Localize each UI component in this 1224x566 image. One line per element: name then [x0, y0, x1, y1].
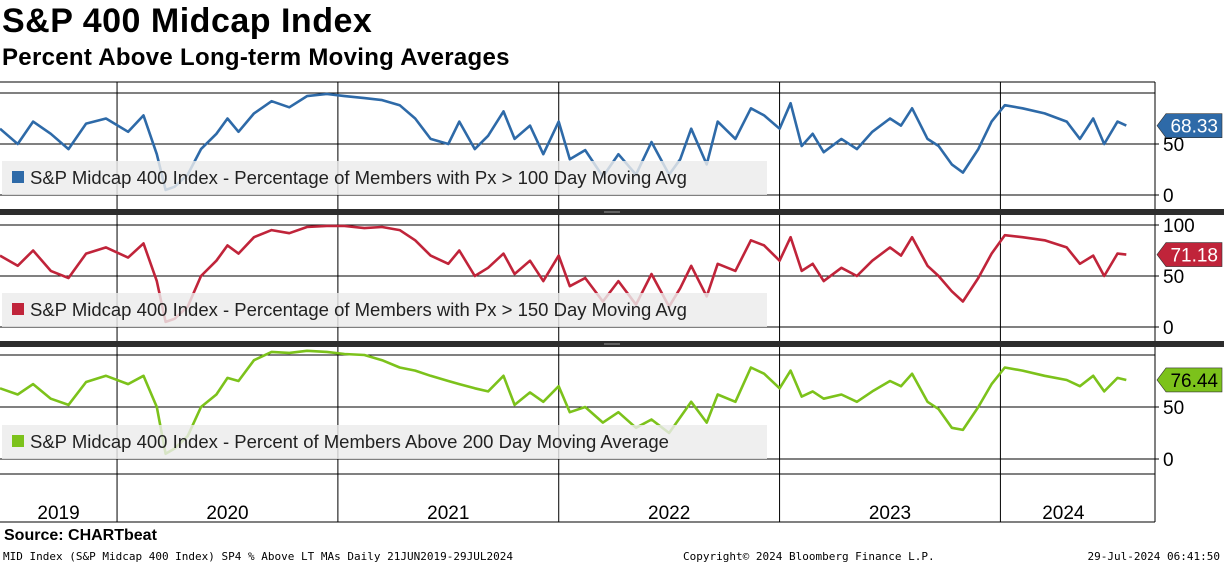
last-value-label: 68.33 [1170, 117, 1218, 138]
x-tick-label: 2021 [427, 503, 469, 524]
legend-swatch [12, 303, 24, 315]
panel-3: 50 0 S&P Midcap 400 Index - Percent of Mem… [0, 349, 1223, 471]
legend-label: S&P Midcap 400 Index - Percent of Member… [30, 431, 669, 452]
y-tick-label: 50 [1163, 398, 1184, 419]
last-value-tag [1156, 367, 1223, 393]
legend-label: S&P Midcap 400 Index - Percentage of Mem… [30, 167, 687, 188]
last-value-tag [1156, 113, 1223, 138]
panel-1: 50 0 S&P Midcap 400 Index - Percentage of … [0, 92, 1223, 207]
legend-label: S&P Midcap 400 Index - Percentage of Mem… [30, 299, 687, 320]
x-tick-label: 2024 [1042, 503, 1085, 524]
last-value-label: 71.18 [1170, 246, 1218, 267]
legend-swatch [12, 435, 24, 447]
footer-timestamp: 29-Jul-2024 06:41:50 [1087, 550, 1220, 563]
chart-subtitle: Percent Above Long-term Moving Averages [2, 44, 510, 71]
series-line-3 [0, 349, 1127, 456]
chart-title: S&P 400 Midcap Index [2, 2, 373, 40]
footer-copyright: Copyright© 2024 Bloomberg Finance L.P. [683, 550, 935, 563]
y-tick-label: 0 [1163, 318, 1174, 339]
legend-swatch [12, 171, 24, 183]
y-tick-label: 50 [1163, 135, 1184, 156]
footer-ticker-info: MID Index (S&P Midcap 400 Index) SP4 % A… [3, 550, 513, 563]
series-line-2 [0, 224, 1127, 324]
x-tick-label: 2022 [648, 503, 690, 524]
legend-box [2, 425, 767, 459]
last-value-tag [1156, 242, 1223, 267]
y-tick-label: 0 [1163, 186, 1174, 207]
x-tick-label: 2023 [869, 503, 911, 524]
x-tick-label: 2020 [206, 503, 248, 524]
last-value-label: 76.44 [1170, 371, 1218, 392]
series-line-1 [0, 92, 1127, 192]
legend-box [2, 161, 767, 195]
y-tick-label: 0 [1163, 450, 1174, 471]
source-label: Source: CHARTbeat [4, 527, 157, 544]
panel-2: 100 50 0 S&P Midcap 400 Index - Percentage … [0, 216, 1223, 339]
legend-box [2, 293, 767, 327]
y-tick-label: 50 [1163, 267, 1184, 288]
x-tick-label: 2019 [37, 503, 79, 524]
y-tick-label: 100 [1163, 216, 1195, 237]
